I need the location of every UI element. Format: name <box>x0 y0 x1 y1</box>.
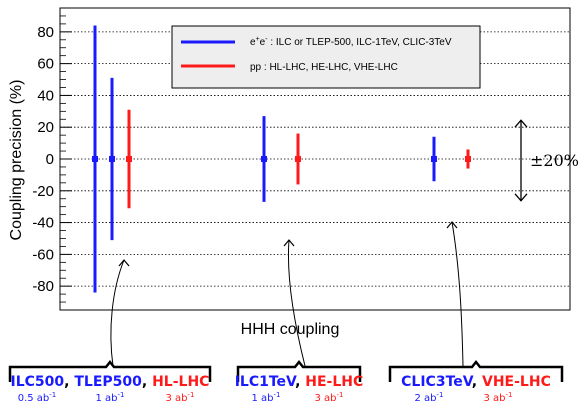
y-tick-label: -40 <box>32 215 54 232</box>
group-arrows <box>110 221 464 367</box>
y-tick-label: 60 <box>37 56 54 73</box>
y-tick-label: 0 <box>46 151 54 168</box>
legend-ee-label: e+e- : ILC or TLEP-500, ILC-1TeV, CLIC-3… <box>250 36 452 48</box>
luminosity-label: 1 ab-1 <box>95 391 124 404</box>
legend: e+e- : ILC or TLEP-500, ILC-1TeV, CLIC-3… <box>171 25 481 89</box>
group-arrow-head <box>446 221 458 229</box>
y-tick-label: -60 <box>32 246 54 263</box>
y-tick-label: 20 <box>37 119 54 136</box>
band-label: ±20% <box>530 151 579 170</box>
band-arrow-head-top <box>514 119 528 128</box>
y-axis-label: Coupling precision (%) <box>8 80 25 241</box>
central-value-marker <box>92 156 98 162</box>
group-arrow <box>110 259 125 367</box>
luminosity-label: 0.5 ab-1 <box>18 391 57 404</box>
y-tick-label: 40 <box>37 87 54 104</box>
luminosity-label: 3 ab-1 <box>314 391 343 404</box>
group-label: CLIC3TeV, VHE-LHC <box>401 374 551 390</box>
central-value-marker <box>126 156 132 162</box>
y-tick-label: 80 <box>37 24 54 41</box>
group-bracket <box>8 359 212 382</box>
group-bracket <box>236 359 362 382</box>
group-arrow <box>288 239 306 367</box>
central-value-marker <box>295 156 301 162</box>
legend-box <box>171 25 481 89</box>
group-arrow-head <box>283 239 295 247</box>
luminosity-label: 3 ab-1 <box>483 391 512 404</box>
y-tick-label: -20 <box>32 183 54 200</box>
group-arrow <box>451 221 464 367</box>
x-axis-label: HHH coupling <box>241 321 340 338</box>
annotation-band: ±20% <box>514 119 579 202</box>
grid <box>60 31 570 287</box>
central-value-marker <box>431 156 437 162</box>
error-bars <box>92 25 471 293</box>
group-label: ILC1TeV, HE-LHC <box>235 374 364 390</box>
group-label: ILC500, TLEP500, HL-LHC <box>11 374 210 390</box>
luminosity-label: 3 ab-1 <box>165 391 194 404</box>
group-brackets <box>8 359 564 382</box>
central-value-marker <box>109 156 115 162</box>
central-value-marker <box>465 156 471 162</box>
group-arrow-head <box>118 259 130 267</box>
y-ticks: -80 -60 -40 -20 0 20 40 60 80 <box>32 15 72 303</box>
luminosity-label: 1 ab-1 <box>251 391 280 404</box>
luminosity-label: 2 ab-1 <box>414 391 443 404</box>
legend-pp-label: pp : HL-LHC, HE-LHC, VHE-LHC <box>250 62 398 73</box>
band-arrow-head-bottom <box>514 193 528 202</box>
central-value-marker <box>261 156 267 162</box>
group-bracket <box>388 359 564 382</box>
y-tick-label: -80 <box>32 278 54 295</box>
